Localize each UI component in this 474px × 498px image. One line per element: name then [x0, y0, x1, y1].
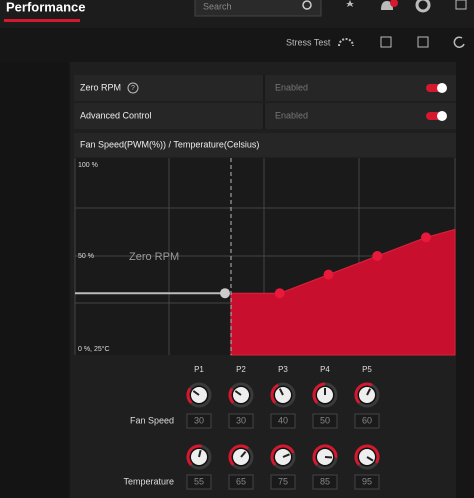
knob-pointer [234, 390, 242, 396]
knob-arc [354, 444, 380, 466]
toggle-knob[interactable] [437, 111, 447, 121]
page-title[interactable]: Performance [6, 0, 85, 14]
stress-test-icon[interactable] [338, 38, 354, 47]
value-text: 50 [320, 415, 330, 425]
knob-arc [312, 444, 338, 466]
setting-value: Enabled [275, 110, 308, 120]
save-icon[interactable] [380, 36, 392, 48]
knob-pointer [366, 456, 374, 462]
help-icon[interactable] [127, 82, 139, 94]
value-text: 75 [278, 476, 288, 486]
search-icon[interactable] [302, 0, 312, 10]
row-label: Temperature [123, 476, 174, 486]
point-label: P4 [320, 365, 330, 374]
knob-pointer [282, 453, 290, 458]
zero-rpm-handle[interactable] [220, 288, 230, 299]
value-box[interactable] [312, 413, 338, 429]
knob-pointer [192, 390, 200, 396]
profile-icon[interactable] [455, 0, 467, 10]
value-box[interactable] [270, 474, 296, 490]
setting-value: Enabled [275, 82, 308, 92]
toggle-knob[interactable] [437, 83, 447, 93]
curve-point[interactable] [323, 269, 334, 280]
y-label: 50 % [78, 253, 94, 260]
value-text: 85 [320, 476, 330, 486]
curve-header [74, 133, 456, 157]
value-box[interactable] [312, 474, 338, 490]
knob-pointer [278, 388, 284, 396]
knob-arc [228, 387, 235, 404]
knob-pointer [324, 456, 333, 459]
curve-title: Fan Speed(PWM(%)) / Temperature(Celsius) [80, 139, 259, 149]
knob-arc [312, 382, 326, 404]
curve-point[interactable] [274, 288, 285, 299]
knob-arc [270, 383, 279, 404]
zero-rpm-label: Zero RPM [129, 251, 179, 263]
point-label: P3 [278, 365, 288, 374]
value-box[interactable] [186, 474, 212, 490]
stress-test-label[interactable]: Stress Test [286, 37, 331, 47]
value-text: 95 [362, 476, 372, 486]
search-placeholder: Search [203, 1, 232, 11]
knob-arc [186, 387, 193, 404]
value-box[interactable] [270, 413, 296, 429]
value-text: 55 [194, 476, 204, 486]
value-text: 30 [194, 415, 204, 425]
tab-underline [4, 19, 80, 22]
point-label: P5 [362, 365, 372, 374]
knob-arc [270, 444, 295, 466]
value-box[interactable] [228, 413, 254, 429]
dim-panel [0, 62, 68, 498]
knob-pointer [366, 388, 372, 396]
setting-label: Advanced Control [80, 110, 152, 120]
knob-arc [228, 444, 250, 466]
export-icon[interactable] [417, 36, 429, 48]
setting-label: Zero RPM [80, 82, 121, 92]
curve-point[interactable] [372, 251, 383, 261]
value-box[interactable] [186, 413, 212, 429]
point-label: P1 [194, 365, 204, 374]
value-text: 65 [236, 476, 246, 486]
star-icon[interactable] [346, 0, 354, 7]
knob-pointer [198, 449, 202, 458]
value-text: 40 [278, 415, 288, 425]
row-label: Fan Speed [130, 415, 174, 425]
reset-icon[interactable] [453, 36, 465, 48]
value-text: 60 [362, 415, 372, 425]
knob-arc [186, 444, 202, 466]
curve-point[interactable] [421, 232, 431, 243]
point-label: P2 [236, 365, 246, 374]
value-box[interactable] [354, 413, 380, 429]
knob-pointer [240, 451, 247, 458]
notification-badge [390, 0, 398, 7]
value-box[interactable] [354, 474, 380, 490]
y-label: 100 % [78, 162, 98, 169]
bell-icon[interactable] [381, 1, 393, 10]
help-mark: ? [131, 85, 135, 92]
origin-label: 0 %, 25°C [78, 345, 110, 353]
search-box[interactable] [194, 0, 322, 17]
value-text: 30 [236, 415, 246, 425]
value-box[interactable] [228, 474, 254, 490]
knob-arc [354, 382, 373, 404]
settings-icon[interactable] [415, 0, 431, 13]
